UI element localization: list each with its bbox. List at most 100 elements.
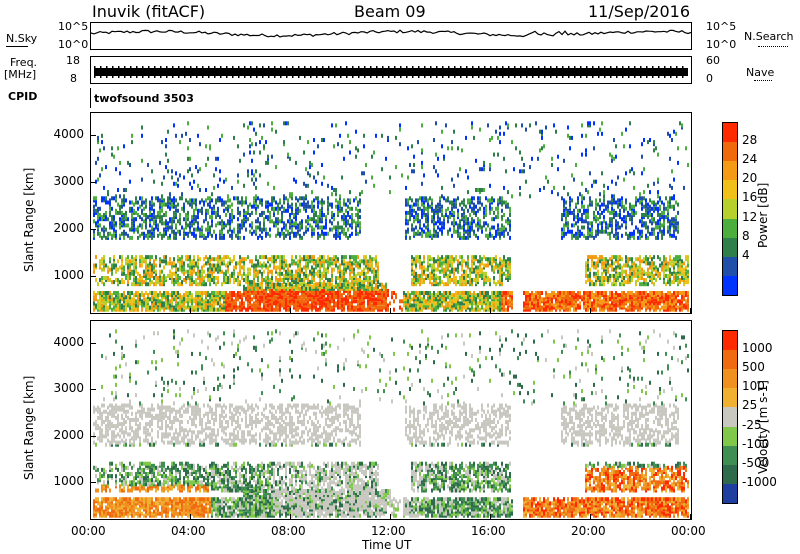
colorbar-swatch	[723, 256, 737, 276]
ytick-mark	[90, 135, 96, 137]
ytick-mark	[90, 228, 96, 230]
ytick-mark	[90, 435, 96, 437]
colorbar-swatch	[723, 275, 737, 295]
colorbar-swatch	[723, 237, 737, 257]
nave-label: Nave	[746, 66, 775, 79]
freq-label: Freq.	[10, 56, 38, 69]
nave-legend-line	[754, 80, 772, 81]
ytick-label: 4000	[53, 127, 84, 142]
xtick-mark	[190, 514, 191, 520]
colorbar-swatch	[723, 426, 737, 446]
ytick-mark	[90, 182, 96, 184]
xtick-label: 00:00	[671, 524, 706, 538]
ytick-label: 3000	[53, 381, 84, 396]
station-title: Inuvik (fitACF)	[92, 2, 206, 21]
colorbar-swatch	[723, 161, 737, 181]
colorbar-swatch	[723, 331, 737, 351]
colorbar-tick-label: -1000	[742, 474, 777, 489]
xtick-label: 00:00	[71, 524, 106, 538]
colorbar-swatch	[723, 142, 737, 162]
velocity-colorbar-label: Velocity [m s-1]	[756, 380, 770, 474]
velocity-colorbar	[722, 330, 738, 504]
colorbar-swatch	[723, 407, 737, 427]
colorbar-tick-label: 28	[742, 133, 758, 148]
freq-tick-low: 8	[70, 72, 77, 85]
xtick-mark	[290, 514, 291, 520]
ytick-mark	[90, 275, 96, 277]
xtick-label: 20:00	[571, 524, 606, 538]
ytick-label: 2000	[53, 220, 84, 235]
power-heatmap	[93, 121, 689, 312]
colorbar-tick-label: -25	[742, 417, 762, 432]
xtick-mark	[490, 514, 491, 520]
nsearch-tick-low: 10^0	[706, 38, 737, 51]
colorbar-tick-label: -100	[742, 436, 770, 451]
colorbar-tick-label: -500	[742, 455, 770, 470]
xtick-label: 08:00	[271, 524, 306, 538]
colorbar-tick-label: 16	[742, 190, 758, 205]
ytick-mark	[90, 343, 96, 345]
xtick-label: 16:00	[471, 524, 506, 538]
colorbar-swatch	[723, 445, 737, 465]
colorbar-tick-label: 24	[742, 152, 758, 167]
colorbar-tick-label: 500	[742, 360, 765, 375]
colorbar-swatch	[723, 350, 737, 370]
ytick-label: 1000	[53, 267, 84, 282]
velocity-panel	[90, 320, 692, 520]
nsky-panel	[90, 22, 692, 50]
colorbar-swatch	[723, 218, 737, 238]
nave-tick-high: 60	[706, 54, 720, 67]
colorbar-swatch	[723, 123, 737, 143]
colorbar-tick-label: 20	[742, 171, 758, 186]
xtick-mark	[390, 308, 391, 314]
colorbar-tick-label: 12	[742, 209, 758, 224]
xtick-mark	[90, 308, 91, 314]
xtick-label: 12:00	[371, 524, 406, 538]
xtick-mark	[290, 308, 291, 314]
cpid-tick	[90, 88, 91, 108]
colorbar-tick-label: 8	[742, 228, 750, 243]
nsearch-legend-line	[758, 46, 788, 47]
xtick-mark	[190, 308, 191, 314]
power-ylabel: Slant Range [km]	[22, 167, 36, 272]
colorbar-swatch	[723, 369, 737, 389]
power-colorbar	[722, 122, 738, 296]
freq-tick-high: 18	[66, 54, 80, 67]
xtick-mark	[90, 514, 91, 520]
xtick-mark	[490, 308, 491, 314]
xtick-mark	[690, 514, 691, 520]
ytick-label: 4000	[53, 335, 84, 350]
ytick-label: 3000	[53, 174, 84, 189]
colorbar-swatch	[723, 199, 737, 219]
colorbar-tick-label: 1000	[742, 341, 773, 356]
ytick-label: 2000	[53, 427, 84, 442]
xtick-mark	[590, 308, 591, 314]
colorbar-tick-label: 100	[742, 379, 765, 394]
freq-panel	[90, 56, 692, 84]
nave-tick-low: 0	[706, 72, 713, 85]
beam-title: Beam 09	[354, 2, 426, 21]
xtick-label: 04:00	[171, 524, 206, 538]
velocity-heatmap	[93, 329, 689, 518]
power-panel	[90, 112, 692, 314]
colorbar-swatch	[723, 483, 737, 503]
cpid-value: twofsound 3503	[94, 92, 194, 105]
date-title: 11/Sep/2016	[588, 2, 691, 21]
nsky-trace	[91, 29, 691, 38]
cpid-label: CPID	[8, 90, 38, 103]
xtick-mark	[390, 514, 391, 520]
nsearch-tick-high: 10^5	[706, 20, 737, 33]
nsky-tick-low: 10^0	[58, 38, 89, 51]
power-colorbar-label: Power [dB]	[756, 182, 770, 248]
colorbar-swatch	[723, 388, 737, 408]
nsky-label: N.Sky	[6, 32, 38, 45]
freq-unit: [MHz]	[4, 68, 37, 81]
ytick-label: 1000	[53, 474, 84, 489]
ytick-mark	[90, 389, 96, 391]
nsky-underline	[6, 46, 28, 47]
nsky-tick-high: 10^5	[58, 20, 89, 33]
xtick-mark	[690, 308, 691, 314]
ytick-mark	[90, 482, 96, 484]
colorbar-swatch	[723, 180, 737, 200]
nsearch-label: N.Search	[744, 30, 794, 43]
